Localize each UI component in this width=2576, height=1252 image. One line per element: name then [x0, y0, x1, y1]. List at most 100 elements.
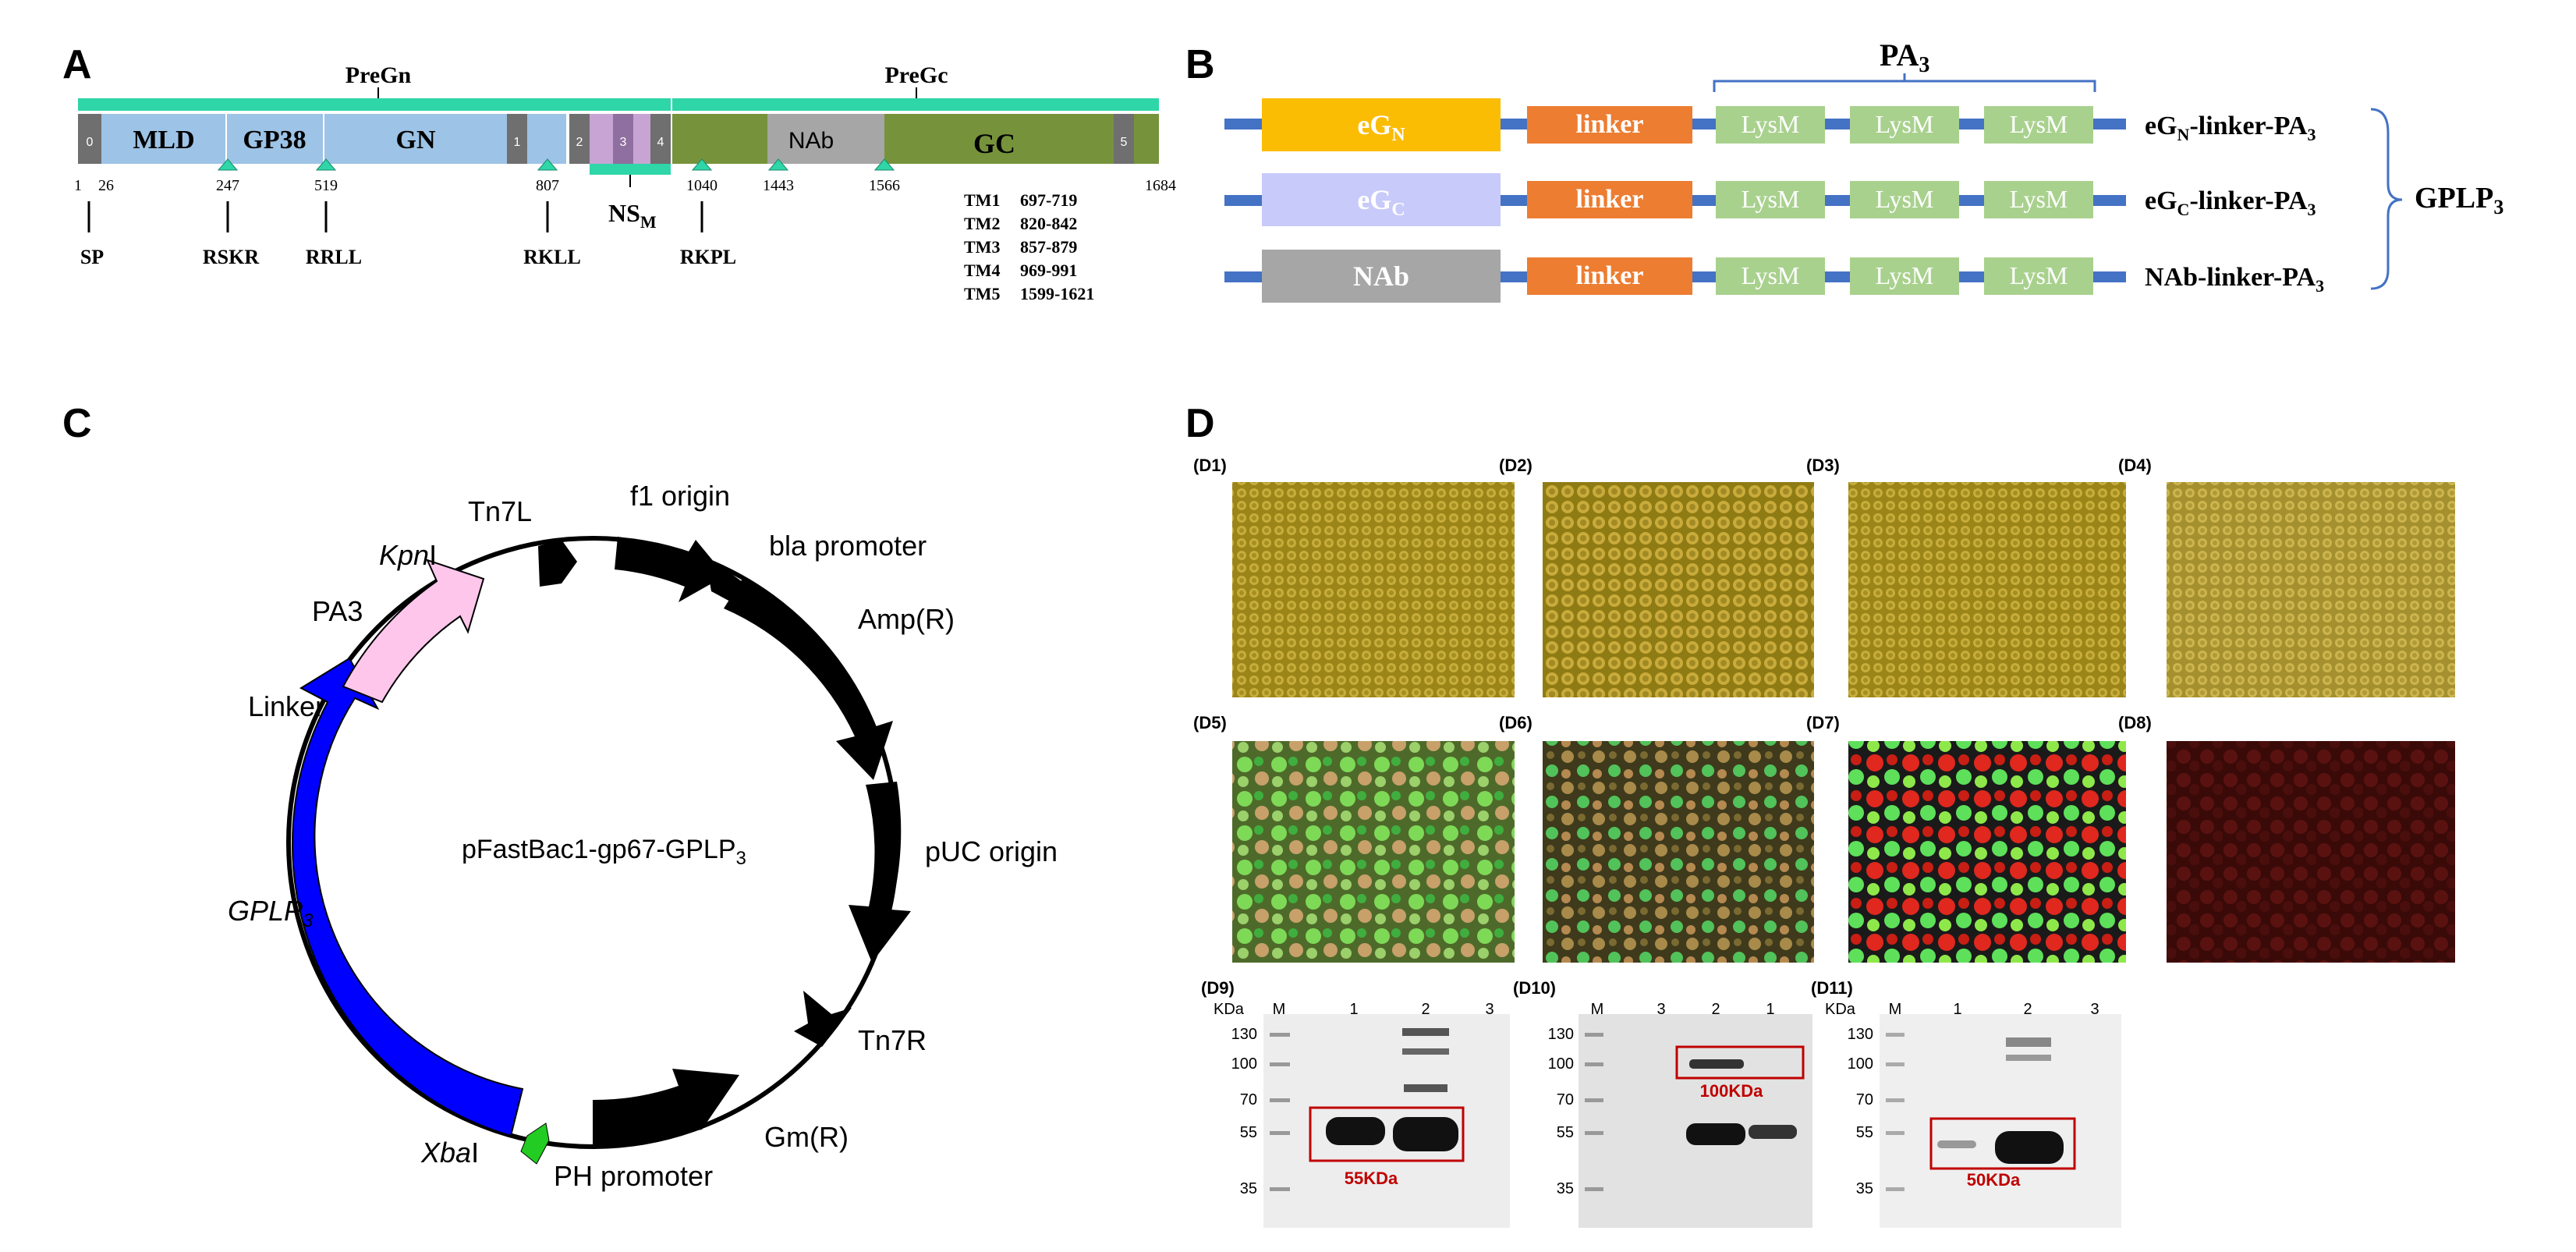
domain-nab: NAb [788, 128, 834, 154]
egc-lysm-3-label: LysM [2010, 185, 2068, 213]
tm5-range: 1599-1621 [1020, 284, 1094, 303]
sublabel-d7: (D7) [1806, 713, 1840, 732]
d9-band-label: 55KDa [1345, 1169, 1398, 1188]
d10-marker-70: 70 [1557, 1091, 1574, 1108]
panel-label-b: B [1185, 42, 1215, 87]
nab-block-label: NAb [1353, 261, 1409, 292]
blot-d10: M 3 2 1 130 100 70 55 35 100KDa [1548, 1001, 1812, 1228]
micrograph-d6 [1543, 741, 1814, 963]
d11-marker-130: 130 [1848, 1026, 1873, 1043]
blot-d11: KDa M 1 2 3 130 100 70 55 35 50KDa [1825, 1001, 2121, 1228]
d9-marker-130: 130 [1231, 1026, 1257, 1043]
label-kpni: KpnI [379, 539, 437, 571]
pregc-label: PreGc [884, 62, 948, 88]
plasmid-name: pFastBac1-gp67-GPLP3 [462, 835, 746, 869]
nab-lysm-2-label: LysM [1876, 261, 1934, 289]
position-519: 519 [314, 177, 338, 194]
site-sp: SP [80, 246, 104, 268]
micrograph-d5 [1232, 741, 1515, 963]
label-f1-origin: f1 origin [630, 480, 730, 512]
d9-marker-35: 35 [1240, 1180, 1257, 1197]
panel-label-c: C [62, 401, 92, 446]
d10-band-100 [1689, 1059, 1744, 1069]
gplp3-brace [2371, 109, 2402, 289]
site-rkpl: RKPL [680, 246, 736, 268]
tn7l-arrow [538, 540, 577, 587]
site-rrll: RRLL [306, 246, 362, 268]
panel-b: PA3 eGN linker LysM LysM LysM eGN-linker… [1224, 37, 2503, 303]
domain-gc: GC [973, 128, 1015, 159]
label-gplp3: GPLP3 [228, 895, 314, 931]
tm-number-0: 0 [87, 136, 94, 149]
sublabel-d5: (D5) [1193, 713, 1227, 732]
egn-lysm-1-label: LysM [1742, 110, 1800, 138]
ph-promoter-arrow [521, 1123, 549, 1164]
label-bla-promoter: bla promoter [769, 530, 927, 562]
tm3-range: 857-879 [1020, 237, 1077, 257]
d11-lane-3: 3 [2090, 1001, 2099, 1018]
label-gmr: Gm(R) [764, 1121, 849, 1153]
tm-number-4: 4 [657, 136, 664, 149]
egn-lysm-3-label: LysM [2010, 110, 2068, 138]
sublabel-d1: (D1) [1193, 456, 1227, 475]
panel-a: PreGn PreGc 0 1 2 3 4 5 MLD GP38 GN NAb … [74, 62, 1176, 303]
d11-lane-1: 1 [1953, 1001, 1961, 1018]
sublabel-d8: (D8) [2118, 713, 2152, 732]
gplp3-label: GPLP3 [2415, 182, 2503, 218]
pregn-label: PreGn [345, 62, 412, 88]
sublabel-d3: (D3) [1806, 456, 1840, 475]
d9-lane-2: 2 [1421, 1001, 1430, 1018]
tm4-name: TM4 [964, 261, 1000, 280]
nab-construct-name: NAb-linker-PA3 [2145, 263, 2324, 296]
d10-band-lane1 [1749, 1125, 1797, 1139]
tm-number-2: 2 [576, 136, 583, 149]
tm-number-3: 3 [620, 136, 627, 149]
pa3-arrow [343, 560, 484, 702]
panel-label-d: D [1185, 401, 1215, 446]
nsm-region-a [590, 114, 613, 164]
tm-list: TM1 697-719 TM2 820-842 TM3 857-879 TM4 … [964, 190, 1094, 303]
d9-band-lane1 [1326, 1117, 1385, 1145]
domain-gp38: GP38 [243, 126, 306, 154]
d10-band-label: 100KDa [1700, 1081, 1763, 1101]
tm3-name: TM3 [964, 237, 1000, 257]
egc-lysm-2-label: LysM [1876, 185, 1934, 213]
pregn-bar [78, 98, 671, 111]
egc-linker-label: linker [1576, 185, 1644, 214]
construct-row-egc: eGC linker LysM LysM LysM eGC-linker-PA3 [1224, 173, 2316, 226]
d10-marker-130: 130 [1548, 1026, 1574, 1043]
position-1443: 1443 [763, 177, 794, 194]
label-tn7r: Tn7R [858, 1024, 927, 1056]
tm1-name: TM1 [964, 190, 1000, 210]
d11-lane-2: 2 [2023, 1001, 2032, 1018]
sublabel-d2: (D2) [1499, 456, 1532, 475]
pregc-bar [672, 98, 1159, 111]
position-26: 26 [98, 177, 114, 194]
d9-marker-55: 55 [1240, 1124, 1257, 1141]
d11-kda: KDa [1825, 1001, 1856, 1018]
domain-mld: MLD [133, 126, 194, 154]
label-linker: Linker [248, 690, 324, 722]
position-247: 247 [216, 177, 239, 194]
position-1684: 1684 [1145, 177, 1176, 194]
sublabel-d6: (D6) [1499, 713, 1532, 732]
micrograph-d2 [1543, 482, 1814, 697]
tm2-name: TM2 [964, 214, 1000, 233]
tm4-range: 969-991 [1020, 261, 1077, 280]
d9-band-lane2 [1393, 1117, 1458, 1151]
egn-construct-name: eGN-linker-PA3 [2145, 112, 2316, 144]
d9-kda: KDa [1214, 1001, 1245, 1018]
d10-band-lane2 [1686, 1123, 1745, 1145]
d11-marker-100: 100 [1848, 1055, 1873, 1073]
egc-construct-name: eGC-linker-PA3 [2145, 186, 2316, 219]
d10-lane-m: M [1591, 1001, 1604, 1018]
d11-band-label: 50KDa [1967, 1170, 2021, 1190]
nsm-label: NSM [608, 199, 657, 232]
micrograph-d7 [1848, 741, 2126, 963]
label-ph-promoter: PH promoter [554, 1160, 713, 1192]
tm1-range: 697-719 [1020, 190, 1077, 210]
micrograph-d1 [1232, 482, 1515, 697]
pa3-label: PA3 [1880, 37, 1929, 77]
d10-lane-1: 1 [1766, 1001, 1774, 1018]
tm2-range: 820-842 [1020, 214, 1077, 233]
